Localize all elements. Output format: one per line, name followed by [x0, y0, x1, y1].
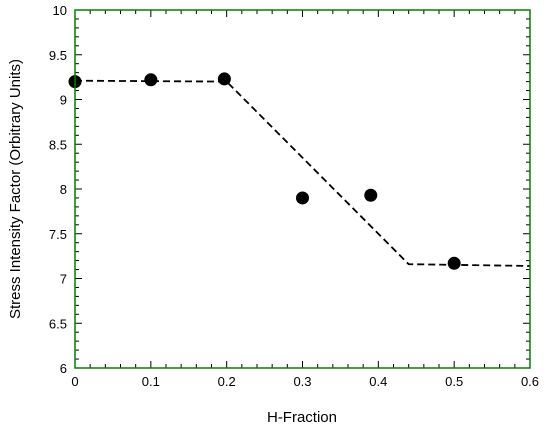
- y-tick-label: 6.5: [49, 316, 67, 331]
- x-tick-label: 0.5: [445, 374, 463, 389]
- fit-line-layer: [74, 79, 531, 267]
- dashed-fit-line: [74, 79, 531, 267]
- y-tick-label: 7.5: [49, 227, 67, 242]
- plot-frame: [74, 9, 531, 369]
- y-tick-label: 8.5: [49, 137, 67, 152]
- y-tick-label: 7: [60, 272, 67, 287]
- x-tick-label: 0: [71, 374, 78, 389]
- data-point: [364, 188, 378, 202]
- data-points-layer: [68, 72, 461, 270]
- y-tick-label: 6: [60, 361, 67, 376]
- y-tick-label: 9: [60, 93, 67, 108]
- y-axis-title: Stress Intensity Factor (Orbitrary Units…: [7, 59, 24, 319]
- x-tick-label: 0.3: [293, 374, 311, 389]
- data-point: [296, 191, 309, 205]
- ticks-layer: [74, 9, 531, 369]
- data-point: [217, 72, 231, 86]
- x-tick-label: 0.6: [521, 374, 539, 389]
- tick-labels-layer: 0 0.1 0.2 0.3 0.4 0.5 0.6 6 6.5 7 7.5 8 8.5 9 9.5 10: [49, 3, 539, 389]
- x-tick-label: 0.2: [218, 374, 236, 389]
- x-tick-label: 0.1: [142, 374, 160, 389]
- x-tick-label: 0.4: [369, 374, 387, 389]
- data-point: [144, 73, 158, 87]
- x-axis-title: H-Fraction: [267, 409, 337, 426]
- y-tick-label: 10: [53, 3, 67, 18]
- y-tick-label: 9.5: [49, 48, 67, 63]
- y-tick-label: 8: [60, 182, 67, 197]
- data-point: [447, 256, 461, 270]
